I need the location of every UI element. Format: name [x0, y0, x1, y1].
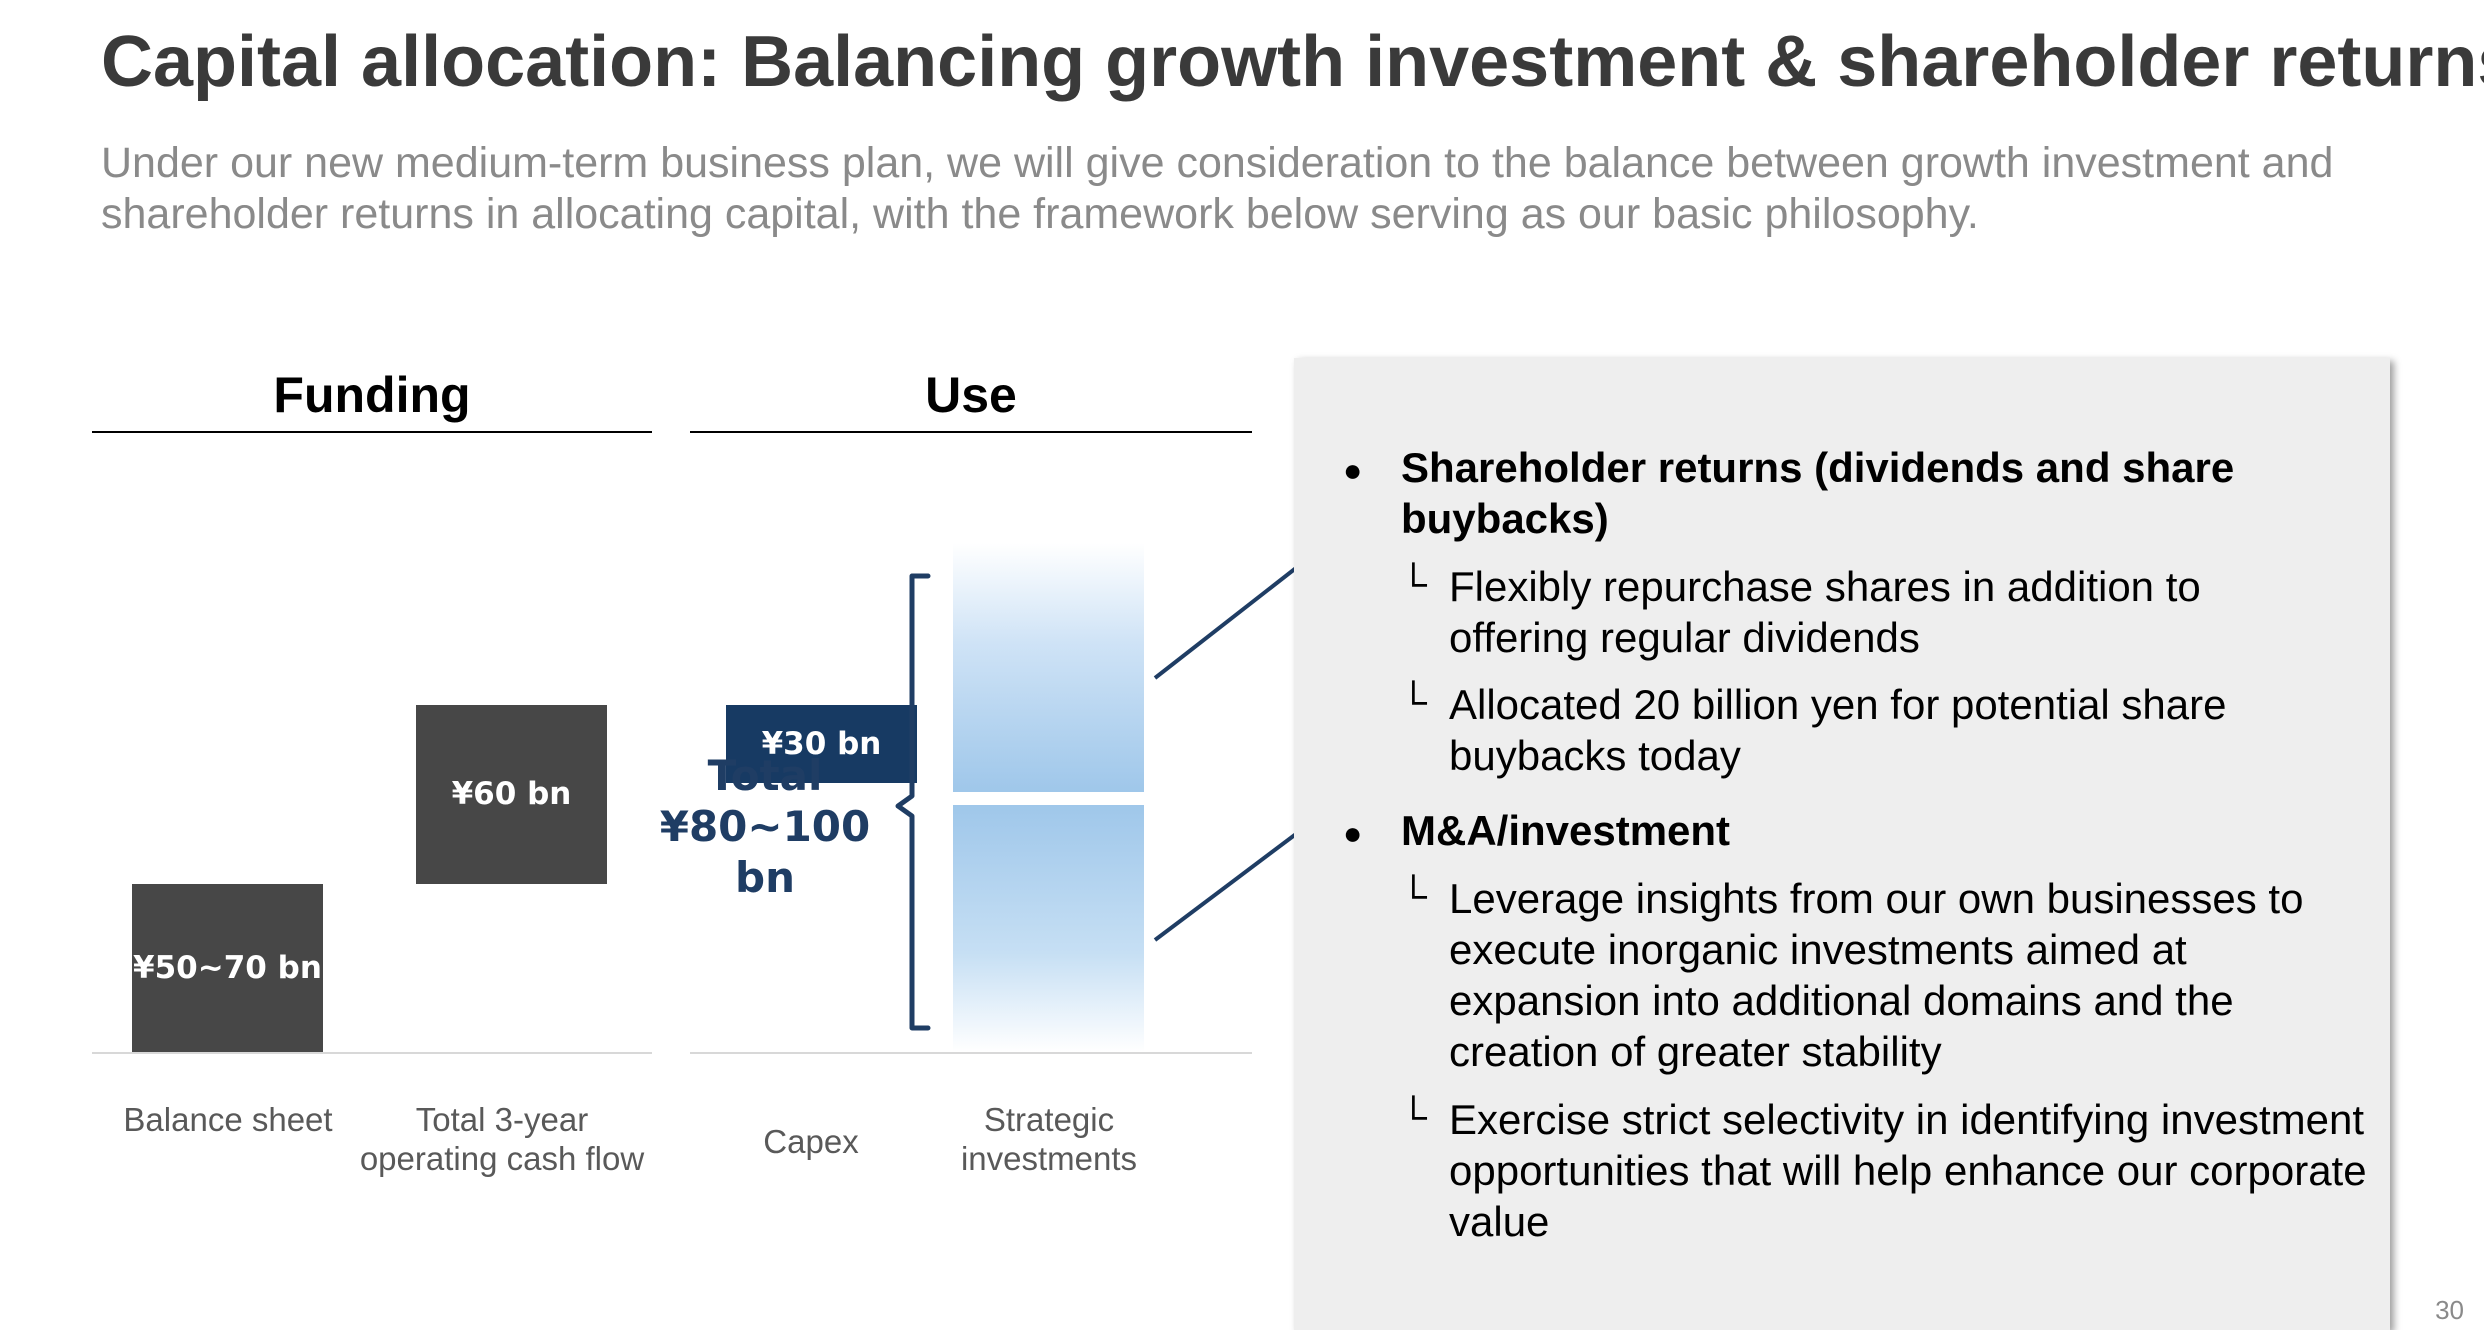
bar-capex: ¥30 bn — [726, 705, 917, 783]
funding-heading: Funding — [273, 367, 471, 423]
category-label-capex: Capex — [763, 1123, 859, 1160]
total-label-line2: ¥80~100 bn — [659, 802, 871, 902]
page-subtitle: Under our new medium-term business plan,… — [101, 139, 2334, 238]
detail-card — [1294, 358, 2390, 1330]
bullet-icon: ● — [1343, 815, 1363, 851]
corner-mark-icon: └ — [1400, 1097, 1427, 1139]
corner-mark-icon: └ — [1400, 682, 1427, 724]
bullet-icon: ● — [1343, 452, 1363, 488]
subitem-text: Leverage insights from our own businesse… — [1449, 875, 2304, 1075]
total-label-line1: Total — [707, 751, 823, 800]
page-number: 30 — [2435, 1295, 2464, 1325]
use-heading-rule — [690, 431, 1252, 433]
connector-line-shareholder-returns — [1153, 566, 1298, 680]
category-label-operating-cash-flow: Total 3-year operating cash flow — [359, 1101, 645, 1177]
subitem-text: Allocated 20 billion yen for potential s… — [1449, 681, 2227, 779]
bar-balance-sheet: ¥50~70 bn — [132, 883, 323, 1052]
funding-heading-rule — [92, 431, 652, 433]
total-brace — [895, 573, 931, 1031]
page-title: Capital allocation: Balancing growth inv… — [101, 22, 2484, 102]
item-heading-shareholder-returns: Shareholder returns (dividends and share… — [1401, 444, 2235, 542]
corner-mark-icon: └ — [1400, 564, 1427, 606]
total-label: Total ¥80~100 bn — [640, 750, 890, 903]
item-heading-m-and-a: M&A/investment — [1401, 807, 1731, 854]
bar-strategic-investments-upper — [953, 543, 1144, 792]
use-baseline — [690, 1052, 1252, 1054]
subitem-text: Flexibly repurchase shares in addition t… — [1449, 563, 2201, 661]
corner-mark-icon: └ — [1400, 876, 1427, 918]
category-label-strategic-investments: Strategic investments — [960, 1101, 1138, 1177]
connector-line-m-and-a — [1153, 832, 1298, 942]
bar-strategic-investments-lower — [953, 805, 1144, 1052]
bar-operating-cash-flow: ¥60 bn — [416, 705, 607, 884]
use-heading: Use — [925, 367, 1017, 423]
funding-baseline — [92, 1052, 652, 1054]
category-label-balance-sheet: Balance sheet — [123, 1101, 333, 1138]
subitem-text: Exercise strict selectivity in identifyi… — [1449, 1096, 2367, 1245]
